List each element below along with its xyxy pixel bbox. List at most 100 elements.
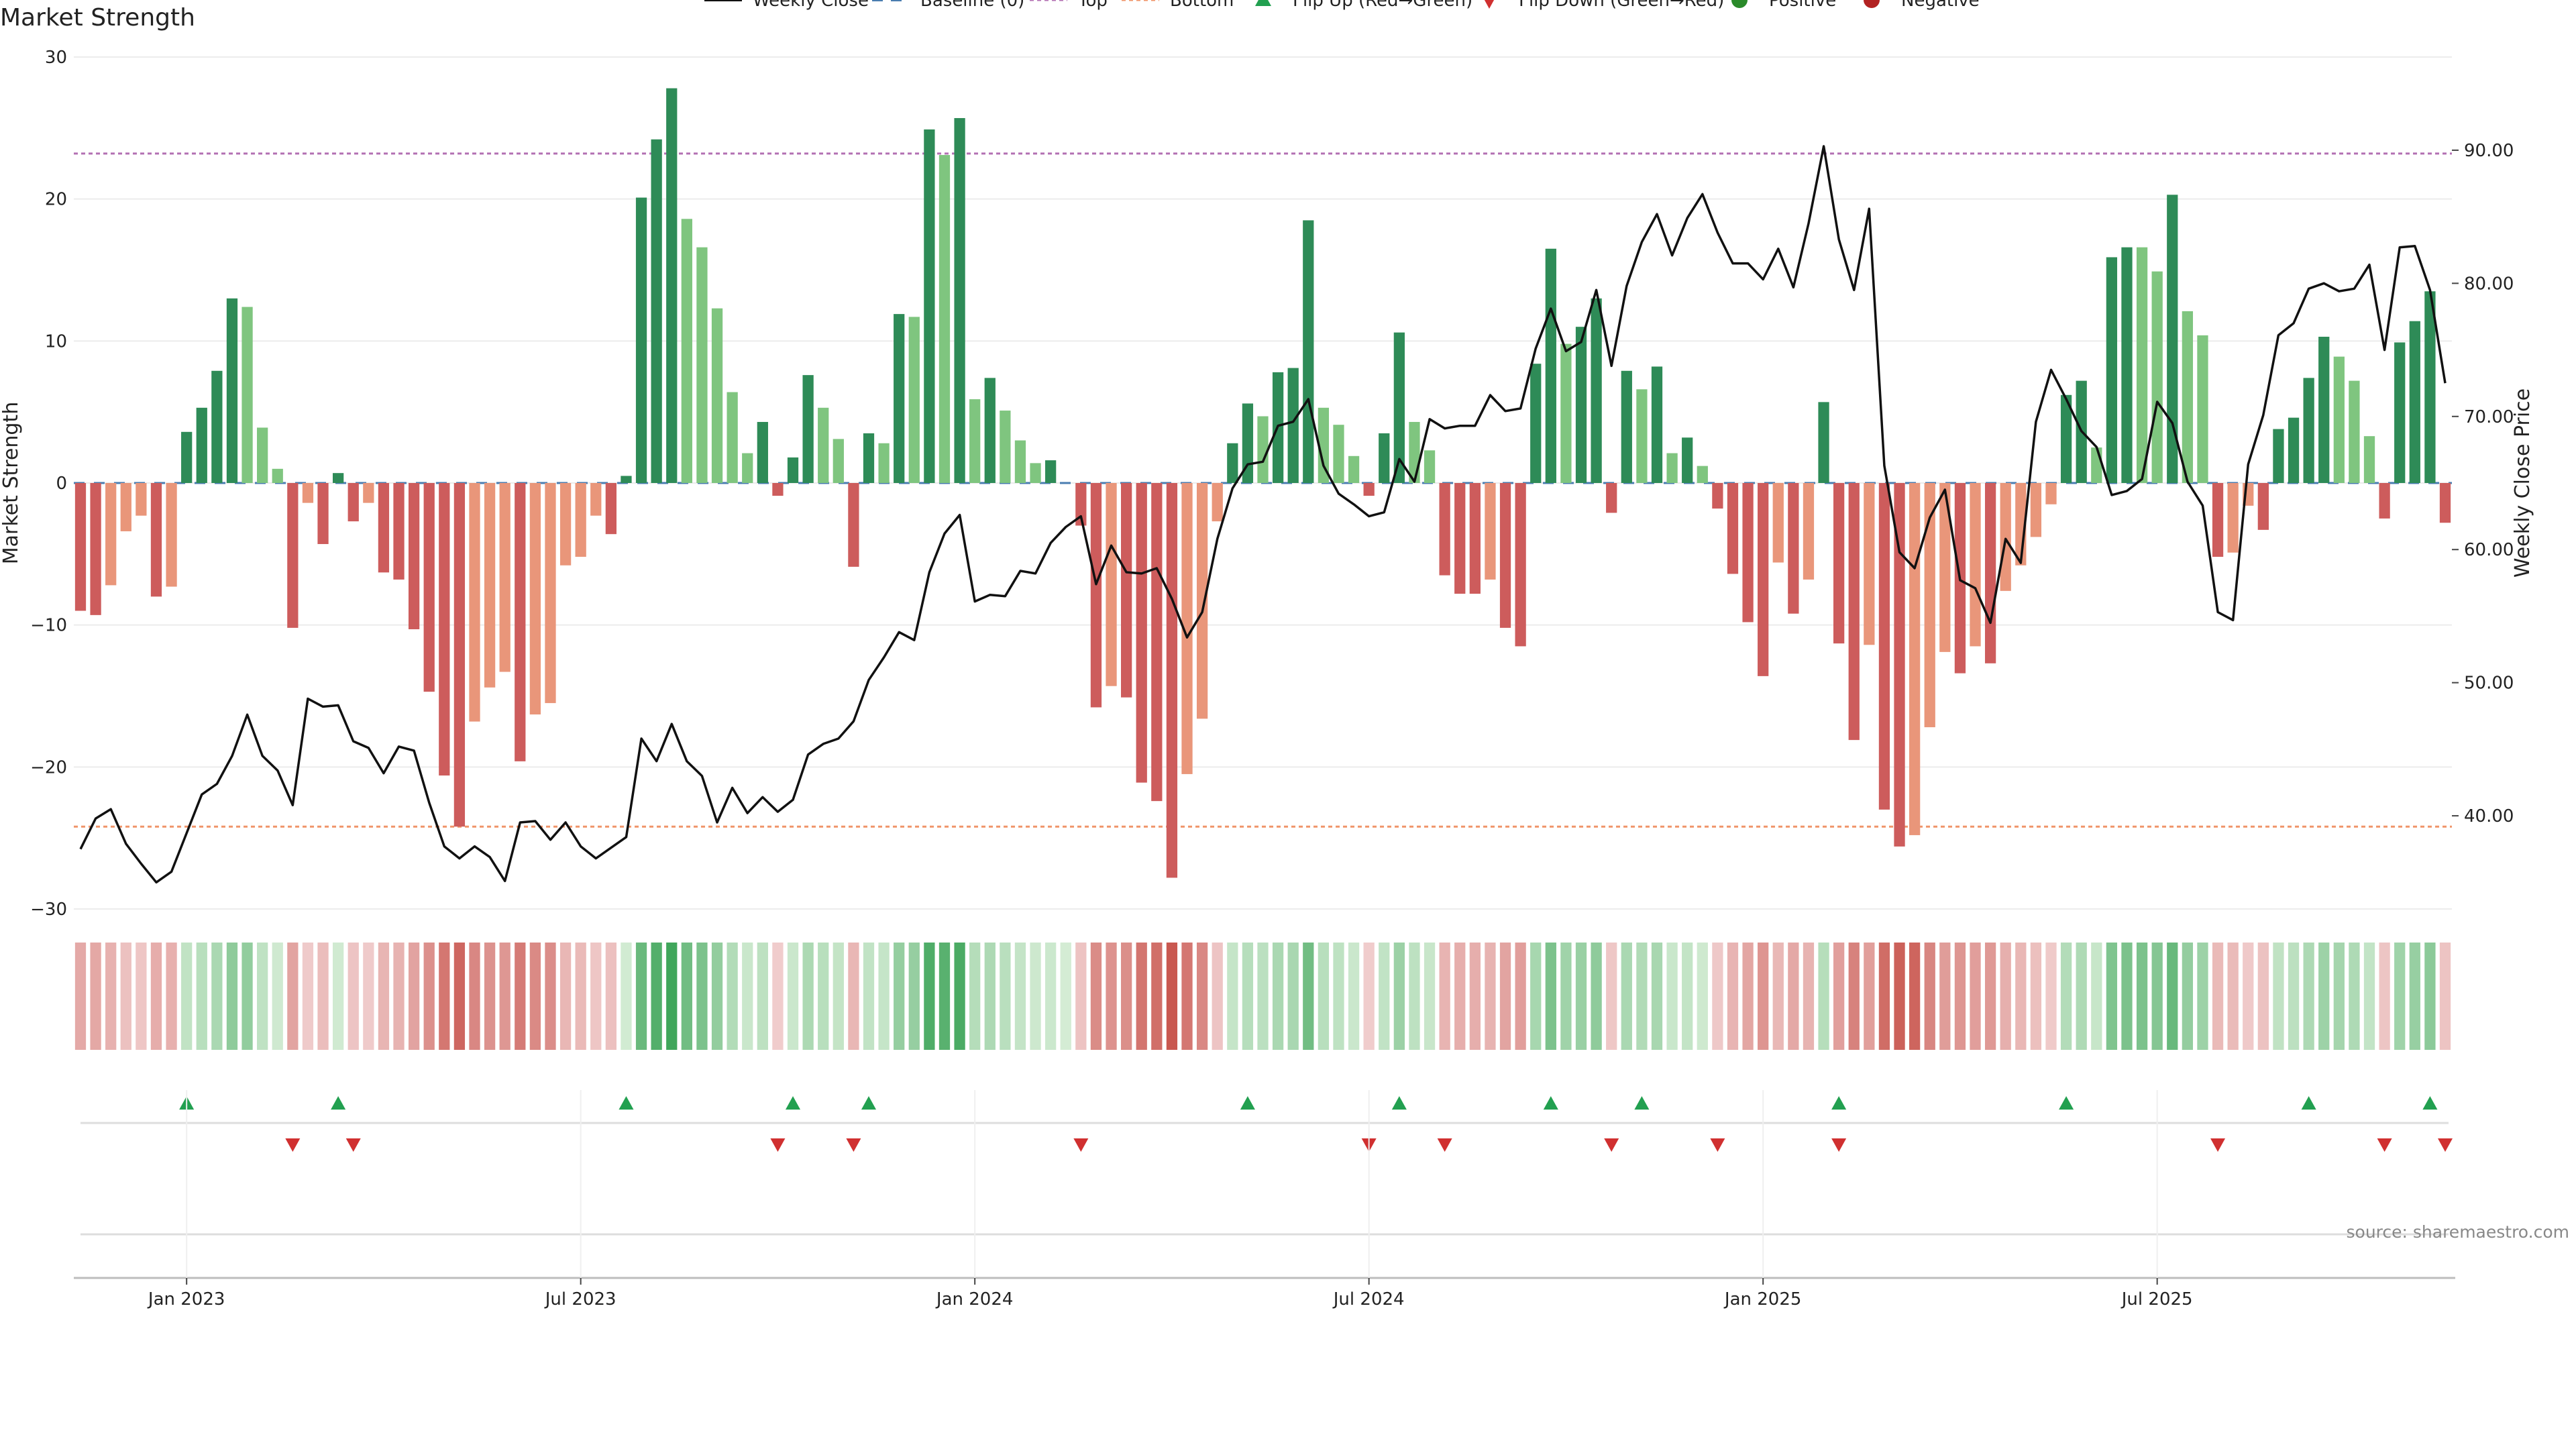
heat-cell — [74, 943, 87, 1050]
heat-cell — [575, 943, 586, 1050]
heat-cell — [954, 943, 965, 1050]
strength-bar — [439, 483, 450, 776]
strength-bar — [2363, 436, 2375, 483]
strength-bar — [2167, 195, 2178, 483]
heat-cell — [1393, 943, 1405, 1050]
heat-cell — [1090, 943, 1102, 1050]
heat-cell — [1030, 943, 1041, 1050]
heat-cell — [1363, 943, 1375, 1050]
strength-bar — [1121, 483, 1132, 698]
strength-bar — [1621, 370, 1632, 483]
flip-up-marker — [1543, 1096, 1558, 1110]
strength-bar — [1530, 364, 1542, 483]
heat-cell — [484, 943, 496, 1050]
right-tick-label: 40.00 — [2464, 806, 2514, 826]
x-tick-label: Jul 2025 — [2121, 1289, 2193, 1309]
left-tick-label: 20 — [45, 190, 67, 210]
heat-cell — [1181, 943, 1193, 1050]
heat-cell — [272, 943, 283, 1050]
heat-cell — [2045, 943, 2057, 1050]
heat-cell — [2212, 943, 2224, 1050]
strength-bar — [1379, 433, 1390, 483]
chart-legend: Weekly Close Baseline (0) Top Bottom Flip Up… — [704, 0, 1980, 11]
legend-label: Baseline (0) — [920, 0, 1024, 11]
heat-cell — [136, 943, 147, 1050]
strength-bar — [1318, 407, 1330, 483]
heat-cell — [681, 943, 692, 1050]
heat-cell — [2182, 943, 2193, 1050]
heat-cell — [1212, 943, 1223, 1050]
heat-cell — [1379, 943, 1390, 1050]
heat-cell — [1545, 943, 1556, 1050]
strength-bar — [1742, 483, 1754, 623]
legend-label: Top — [1077, 0, 1108, 11]
flip-down-marker — [1437, 1138, 1452, 1152]
heat-cell — [1682, 943, 1693, 1050]
legend-label: Flip Down (Green→Red) — [1519, 0, 1724, 11]
strength-bar — [1166, 483, 1178, 878]
strength-bar — [1287, 368, 1299, 483]
heat-cell — [590, 943, 602, 1050]
strength-bar — [1833, 483, 1845, 644]
strength-bar — [90, 483, 101, 615]
heat-cell — [2424, 943, 2436, 1050]
legend-baseline: Baseline (0) — [872, 0, 1024, 11]
heat-cell — [1272, 943, 1284, 1050]
flip-down-marker — [846, 1138, 861, 1152]
heat-cell — [1833, 943, 1845, 1050]
heat-cell — [1106, 943, 1117, 1050]
heat-cell — [1060, 943, 1071, 1050]
heat-cell — [226, 943, 238, 1050]
strength-bar — [453, 483, 466, 827]
heat-cell — [1939, 943, 1951, 1050]
heat-cell — [2227, 943, 2239, 1050]
heat-cell — [1454, 943, 1466, 1050]
legend-flip-up: Flip Up (Red→Green) — [1255, 0, 1472, 11]
x-tick-label: Jan 2025 — [1723, 1289, 1802, 1309]
strength-bar — [1970, 483, 1981, 647]
strength-bar — [1363, 483, 1375, 496]
heat-cell — [1136, 943, 1147, 1050]
flip-up-marker — [331, 1096, 346, 1110]
strength-bar — [2151, 271, 2163, 483]
flip-down-marker — [1710, 1138, 1725, 1152]
strength-bar — [2121, 247, 2133, 483]
strength-bar — [1227, 443, 1238, 483]
heat-cell — [1287, 943, 1299, 1050]
heat-cell — [757, 943, 768, 1050]
strength-bar — [711, 308, 723, 483]
strength-bar — [894, 314, 905, 483]
strength-bar — [848, 483, 859, 567]
strength-bar — [423, 483, 435, 692]
strength-heat-strip — [74, 943, 2451, 1050]
strength-bar — [1545, 248, 1556, 483]
strength-bar — [1591, 298, 1602, 483]
heat-cell — [1924, 943, 1935, 1050]
heat-cell — [1227, 943, 1238, 1050]
flip-up-marker — [1240, 1096, 1255, 1110]
strength-bar — [954, 118, 965, 483]
strength-bar — [863, 433, 875, 483]
heat-cell — [363, 943, 374, 1050]
heat-cell — [2349, 943, 2360, 1050]
heat-cell — [1485, 943, 1496, 1050]
legend-symbol — [1864, 0, 1880, 8]
heat-cell — [2303, 943, 2314, 1050]
legend-symbol — [1731, 0, 1748, 8]
strength-bar — [2045, 483, 2057, 504]
strength-bar — [2227, 483, 2239, 553]
heat-cell — [772, 943, 784, 1050]
heat-cell — [1697, 943, 1708, 1050]
strength-bar — [605, 483, 616, 535]
legend-negative: Negative — [1864, 0, 1980, 11]
strength-bar — [1651, 366, 1663, 483]
legend-bottom: Bottom — [1122, 0, 1234, 11]
strength-bar — [1864, 483, 1875, 645]
left-tick-label: 30 — [45, 48, 67, 68]
strength-bar — [393, 483, 405, 580]
heat-cell — [2060, 943, 2072, 1050]
heat-cell — [166, 943, 177, 1050]
heat-cell — [666, 943, 678, 1050]
left-tick-label: 0 — [56, 474, 67, 494]
legend-label: Bottom — [1170, 0, 1234, 11]
